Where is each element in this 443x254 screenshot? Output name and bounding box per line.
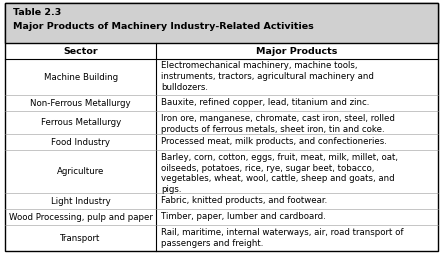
Text: Electromechanical machinery, machine tools,
instruments, tractors, agricultural : Electromechanical machinery, machine too… [161,61,374,92]
Text: Light Industry: Light Industry [51,197,110,206]
Text: Processed meat, milk products, and confectioneries.: Processed meat, milk products, and confe… [161,137,387,146]
Text: Table 2.3: Table 2.3 [13,8,62,17]
Text: Timber, paper, lumber and cardboard.: Timber, paper, lumber and cardboard. [161,212,326,221]
Text: Sector: Sector [63,46,98,56]
Text: Agriculture: Agriculture [57,167,104,176]
Text: Rail, maritime, internal waterways, air, road transport of
passengers and freigh: Rail, maritime, internal waterways, air,… [161,228,404,247]
Text: Bauxite, refined copper, lead, titanium and zinc.: Bauxite, refined copper, lead, titanium … [161,98,369,107]
Text: Barley, corn, cotton, eggs, fruit, meat, milk, millet, oat,
oilseeds, potatoes, : Barley, corn, cotton, eggs, fruit, meat,… [161,153,398,194]
Bar [5,3,438,43]
Text: Food Industry: Food Industry [51,138,110,147]
Text: Transport: Transport [60,234,101,243]
Text: Fabric, knitted products, and footwear.: Fabric, knitted products, and footwear. [161,196,327,205]
Text: Non-Ferrous Metallurgy: Non-Ferrous Metallurgy [30,99,131,108]
Text: Major Products: Major Products [256,46,338,56]
Text: Machine Building: Machine Building [43,73,118,82]
Text: Major Products of Machinery Industry-Related Activities: Major Products of Machinery Industry-Rel… [13,22,314,31]
Text: Ferrous Metallurgy: Ferrous Metallurgy [40,118,121,127]
Text: Iron ore, manganese, chromate, cast iron, steel, rolled
products of ferrous meta: Iron ore, manganese, chromate, cast iron… [161,114,395,134]
Text: Wood Processing, pulp and paper: Wood Processing, pulp and paper [9,213,152,222]
